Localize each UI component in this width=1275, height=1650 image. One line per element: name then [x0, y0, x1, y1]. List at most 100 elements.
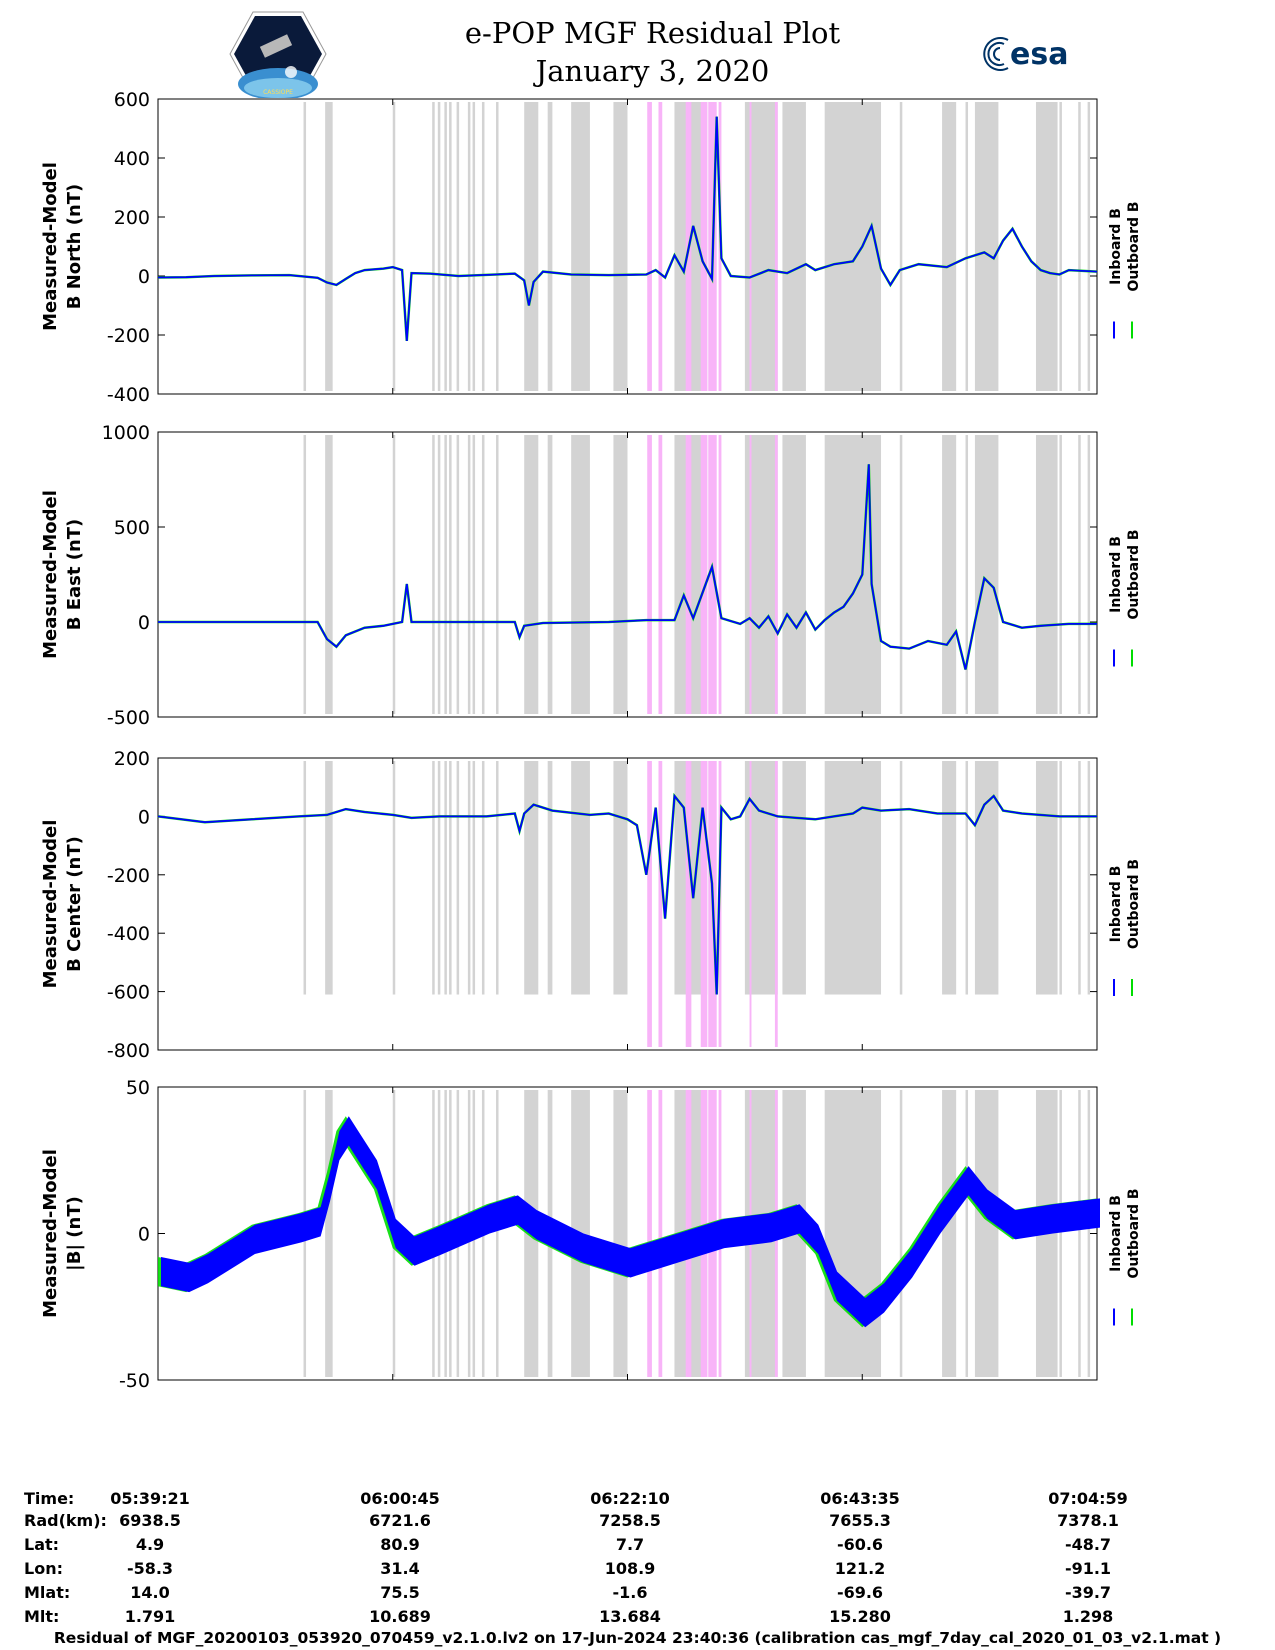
table-cell: -60.6 — [836, 1535, 884, 1554]
data-gap-band — [325, 1090, 333, 1377]
y-tick-label: 0 — [138, 806, 150, 828]
data-gap-band — [942, 435, 957, 714]
data-gap-line — [472, 435, 476, 714]
data-gap-band — [974, 1090, 999, 1377]
legend: Inboard B Outboard B — [1108, 1188, 1142, 1278]
flag-band — [749, 102, 752, 391]
row-label: Mlat: — [24, 1583, 71, 1602]
y-axis-label-line: Measured-Model — [40, 820, 61, 989]
y-axis-label-line: Measured-Model — [40, 490, 61, 659]
data-gap-band — [782, 761, 806, 995]
data-gap-band — [974, 761, 999, 995]
y-tick-label: 200 — [114, 207, 150, 229]
data-gap-line — [1040, 435, 1044, 714]
y-tick-label: -800 — [107, 1040, 150, 1062]
svg-text:esa: esa — [1010, 37, 1068, 72]
panel-1: 600 400 200 0 -200 -400 Measured-Model B North … — [40, 89, 1142, 406]
y-tick-label: 0 — [138, 612, 150, 634]
cassiope-logo: CASSIOPE — [229, 11, 327, 98]
data-gap-line — [456, 435, 460, 714]
data-gap-line — [432, 102, 435, 391]
table-cell: 06:00:45 — [360, 1489, 440, 1508]
table-cell: 05:39:21 — [110, 1489, 190, 1508]
data-gap-line — [449, 435, 452, 714]
y-tick-label: 600 — [114, 89, 150, 111]
legend: Inboard B Outboard B — [1108, 859, 1142, 949]
data-gap-line — [1040, 761, 1044, 995]
flag-band — [658, 435, 663, 714]
table-cell: 07:04:59 — [1048, 1489, 1128, 1508]
table-cell: 7655.3 — [829, 1511, 891, 1530]
data-gap-band — [824, 102, 882, 391]
y-tick-label: -500 — [107, 707, 150, 729]
table-cell: 13.684 — [599, 1607, 661, 1626]
table-cell: 108.9 — [604, 1559, 656, 1578]
panel-2: 1000 500 0 -500 Measured-Model B East (nT) Inb… — [40, 422, 1142, 729]
data-gap-band — [547, 761, 553, 995]
data-gap-line — [1059, 102, 1062, 391]
data-gap-band — [613, 761, 628, 995]
data-gap-line — [444, 761, 447, 995]
data-gap-line — [899, 102, 903, 391]
orbit-info-table: Time: Rad(km): Lat: Lon: Mlat: Mlt: 05:39:21 69… — [0, 1465, 1275, 1626]
data-gap-line — [1078, 761, 1081, 995]
y-axis-label-line: B Center (nT) — [64, 836, 85, 972]
data-gap-band — [547, 102, 553, 391]
axes-frame — [157, 431, 1098, 718]
flag-band — [685, 761, 692, 1047]
y-tick-label: -400 — [107, 384, 150, 406]
data-gap-line — [496, 435, 499, 714]
table-cell: 6938.5 — [119, 1511, 181, 1530]
flag-band — [774, 761, 778, 1047]
data-gap-line — [1059, 435, 1062, 714]
table-cell: 75.5 — [380, 1583, 420, 1602]
data-gap-line — [899, 1090, 903, 1377]
flag-band — [647, 761, 652, 1047]
panel-4: 50 0 -50 Measured-Model |B| (nT) Inboard B Out… — [40, 1077, 1142, 1392]
data-gap-line — [449, 761, 452, 995]
data-gap-band — [824, 761, 882, 995]
table-cell: 1.791 — [124, 1607, 176, 1626]
flag-band — [774, 435, 778, 714]
data-gap-band — [571, 761, 590, 995]
data-gap-line — [965, 102, 969, 391]
data-gap-band — [974, 435, 999, 714]
data-gap-band — [782, 435, 806, 714]
data-gap-band — [547, 435, 553, 714]
data-gap-band — [613, 102, 628, 391]
table-cell: 06:43:35 — [820, 1489, 900, 1508]
legend-entry: Outboard B — [1126, 529, 1142, 619]
legend-entry: Inboard B — [1108, 1195, 1124, 1272]
inboard-line — [157, 116, 1098, 341]
table-cell: -58.3 — [126, 1559, 174, 1578]
flag-band — [647, 1090, 652, 1377]
data-gap-line — [392, 102, 396, 391]
data-gap-line — [303, 761, 307, 995]
data-gap-line — [899, 761, 903, 995]
svg-text:CASSIOPE: CASSIOPE — [263, 89, 293, 96]
axes-frame — [157, 757, 1098, 1051]
row-label: Lat: — [24, 1535, 60, 1554]
flag-band — [700, 435, 708, 714]
legend: Inboard B Outboard B — [1108, 529, 1142, 619]
flag-band — [658, 102, 663, 391]
data-gap-line — [444, 102, 447, 391]
data-gap-line — [1078, 435, 1081, 714]
row-label: Rad(km): — [24, 1511, 107, 1530]
table-cell: -91.1 — [1064, 1559, 1112, 1578]
data-gap-line — [1078, 102, 1081, 391]
row-label: Time: — [24, 1489, 75, 1508]
data-gap-band — [571, 435, 590, 714]
data-gap-line — [467, 435, 471, 714]
data-gap-band — [571, 102, 590, 391]
data-gap-line — [303, 435, 307, 714]
data-gap-line — [481, 102, 485, 391]
y-tick-label: 0 — [138, 266, 150, 288]
row-label: Lon: — [24, 1559, 63, 1578]
data-gap-line — [392, 435, 396, 714]
axes-frame — [157, 98, 1098, 395]
y-tick-label: -50 — [119, 1370, 150, 1392]
table-cell: 80.9 — [380, 1535, 420, 1554]
data-gap-band — [1035, 102, 1058, 391]
data-gap-band — [942, 761, 957, 995]
